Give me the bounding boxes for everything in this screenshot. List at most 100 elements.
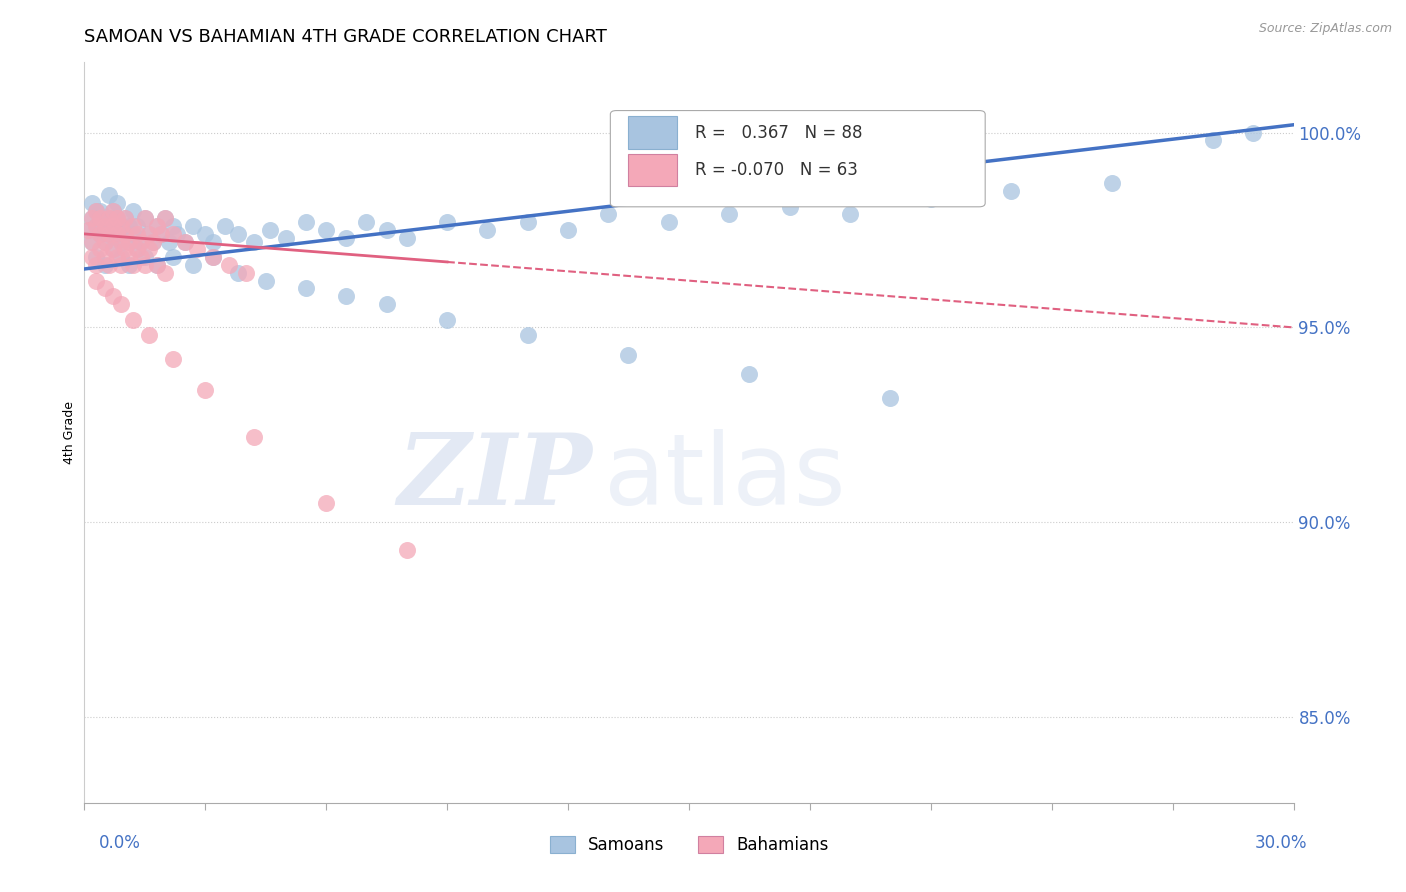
Text: R =   0.367   N = 88: R = 0.367 N = 88 (695, 124, 862, 142)
Point (395, 542, 418, 557)
Point (315, 223, 337, 237)
Point (110, 250, 132, 264)
Point (77, 223, 100, 237)
Point (82, 250, 104, 264)
Text: Source: ZipAtlas.com: Source: ZipAtlas.com (1258, 22, 1392, 36)
Point (162, 250, 184, 264)
Point (1000, 184, 1022, 198)
Point (86, 203, 108, 218)
Point (436, 312, 458, 326)
Point (146, 258, 169, 272)
Point (153, 211, 176, 226)
Point (174, 235, 197, 249)
Point (77, 223, 100, 237)
Point (125, 243, 148, 257)
Point (142, 235, 165, 249)
Point (86, 250, 108, 264)
Point (110, 297, 132, 311)
Point (138, 243, 160, 257)
Point (335, 289, 357, 303)
Point (315, 496, 337, 510)
Point (186, 243, 208, 257)
Point (105, 250, 128, 264)
Point (557, 223, 579, 237)
Point (242, 235, 264, 249)
Point (82, 195, 104, 210)
Point (138, 227, 160, 241)
Point (274, 231, 297, 245)
Point (105, 211, 128, 226)
Point (105, 227, 128, 241)
Point (242, 429, 264, 443)
Point (153, 211, 176, 226)
Point (121, 203, 143, 218)
Point (110, 235, 132, 249)
Point (125, 227, 148, 241)
Point (779, 200, 801, 214)
Point (598, 207, 620, 221)
Point (110, 235, 132, 249)
Point (105, 195, 128, 210)
Point (395, 231, 418, 245)
Point (118, 219, 141, 233)
Point (254, 274, 277, 288)
Point (375, 223, 398, 237)
Point (162, 219, 184, 233)
Point (93, 281, 115, 295)
Point (142, 235, 165, 249)
Point (82, 211, 104, 226)
Point (125, 219, 148, 233)
Point (1241, 126, 1264, 140)
Point (134, 250, 156, 264)
Point (86, 219, 108, 233)
Point (97, 227, 120, 241)
Point (118, 250, 141, 264)
Y-axis label: 4th Grade: 4th Grade (63, 401, 76, 464)
Point (617, 348, 640, 362)
Point (181, 219, 204, 233)
Point (839, 207, 862, 221)
Point (134, 258, 156, 272)
Point (97, 211, 120, 226)
Point (146, 258, 169, 272)
Point (134, 211, 156, 226)
FancyBboxPatch shape (628, 153, 676, 186)
Point (129, 250, 152, 264)
Point (174, 235, 197, 249)
Point (356, 215, 378, 229)
Point (86, 258, 108, 272)
Point (146, 219, 169, 233)
Point (129, 235, 152, 249)
Point (1202, 133, 1225, 147)
Point (105, 211, 128, 226)
Point (718, 207, 741, 221)
Point (146, 219, 169, 233)
Point (436, 215, 458, 229)
Point (97, 188, 120, 202)
Point (162, 351, 184, 366)
Point (118, 235, 141, 249)
Point (202, 250, 225, 264)
Point (86, 203, 108, 218)
Point (295, 281, 318, 295)
Text: R = -0.070   N = 63: R = -0.070 N = 63 (695, 161, 858, 178)
Text: ZIP: ZIP (398, 429, 592, 525)
Point (134, 211, 156, 226)
Point (121, 312, 143, 326)
Point (101, 203, 124, 218)
FancyBboxPatch shape (628, 117, 676, 149)
Point (86, 219, 108, 233)
Point (114, 243, 136, 257)
Point (658, 215, 681, 229)
Point (125, 243, 148, 257)
Point (202, 235, 225, 249)
Point (235, 266, 257, 280)
Point (110, 258, 132, 272)
Point (118, 235, 141, 249)
Point (101, 219, 124, 233)
Point (89, 227, 111, 241)
Point (114, 211, 136, 226)
Point (153, 266, 176, 280)
Point (166, 227, 188, 241)
Point (89, 211, 111, 226)
